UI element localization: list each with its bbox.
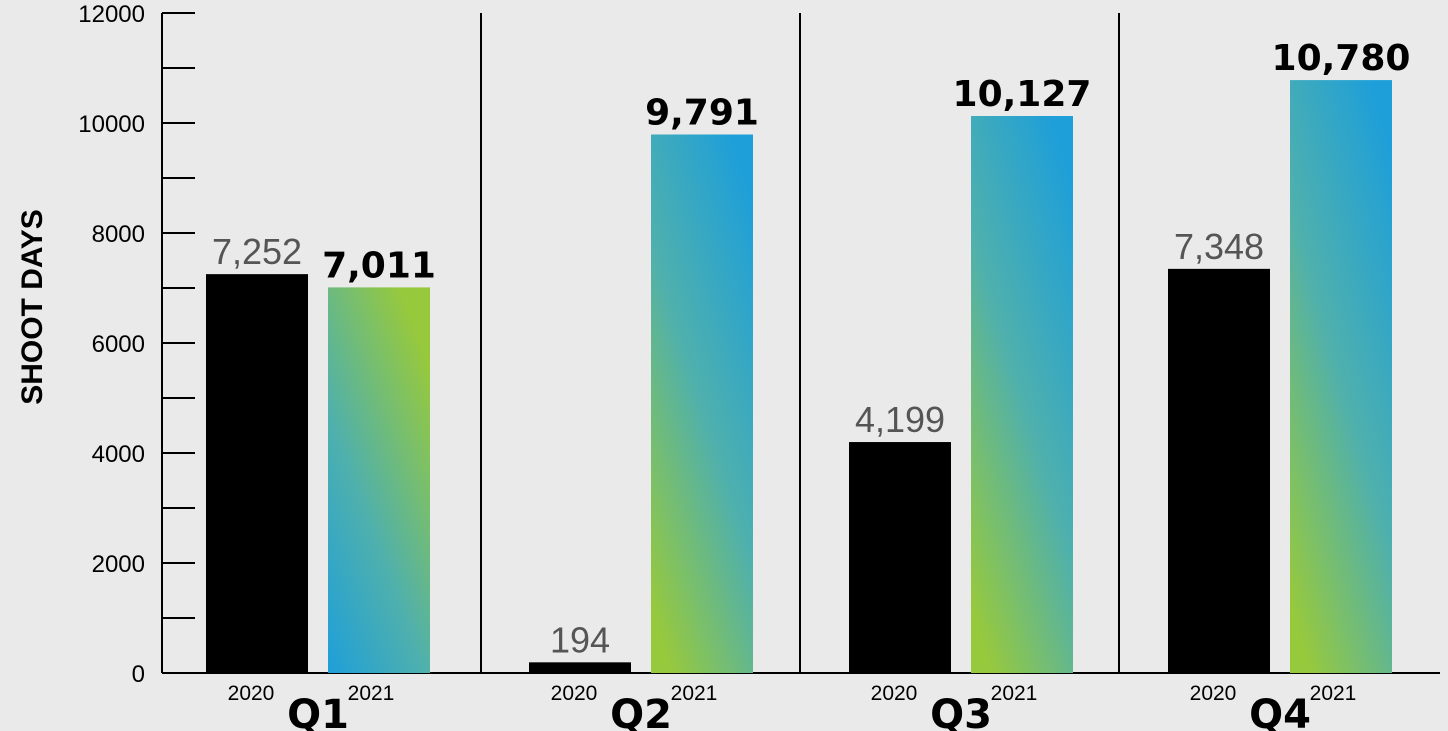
year-label-2020: 2020 <box>871 682 918 705</box>
year-label-2021: 2021 <box>1310 682 1357 705</box>
y-tick-label: 0 <box>132 661 145 688</box>
bar-2020-q2 <box>529 662 631 673</box>
year-label-2021: 2021 <box>348 682 395 705</box>
bar-2020-q1 <box>206 274 308 673</box>
y-axis-label: SHOOT DAYS <box>16 209 49 405</box>
category-label-q1: Q1 <box>287 692 349 731</box>
data-label-2021-q2: 9,791 <box>645 92 759 133</box>
y-tick-label: 8000 <box>92 221 145 248</box>
year-label-2021: 2021 <box>991 682 1038 705</box>
y-tick-label: 12000 <box>78 1 145 28</box>
data-label-2020-q2: 194 <box>550 619 610 660</box>
data-label-2020-q3: 4,199 <box>855 399 945 440</box>
bar-2021-q2 <box>651 134 753 673</box>
y-tick-label: 4000 <box>92 441 145 468</box>
bar-2020-q4 <box>1168 268 1270 673</box>
y-tick-label: 2000 <box>92 551 145 578</box>
bar-2020-q3 <box>849 442 951 673</box>
year-label-2020: 2020 <box>1190 682 1237 705</box>
category-label-q2: Q2 <box>610 692 672 731</box>
category-label-q4: Q4 <box>1249 692 1311 731</box>
bar-2021-q3 <box>971 116 1073 673</box>
category-label-q3: Q3 <box>930 692 992 731</box>
y-tick-label: 6000 <box>92 331 145 358</box>
data-label-2021-q4: 10,780 <box>1272 38 1411 79</box>
data-label-2021-q1: 7,011 <box>322 245 436 286</box>
bar-2021-q4 <box>1290 80 1392 674</box>
bar-2021-q1 <box>328 287 430 673</box>
data-label-2021-q3: 10,127 <box>953 74 1092 115</box>
year-label-2020: 2020 <box>551 682 598 705</box>
y-tick-label: 10000 <box>78 111 145 138</box>
year-label-2021: 2021 <box>671 682 718 705</box>
year-label-2020: 2020 <box>228 682 275 705</box>
data-label-2020-q1: 7,252 <box>212 231 302 272</box>
data-label-2020-q4: 7,348 <box>1174 226 1264 267</box>
